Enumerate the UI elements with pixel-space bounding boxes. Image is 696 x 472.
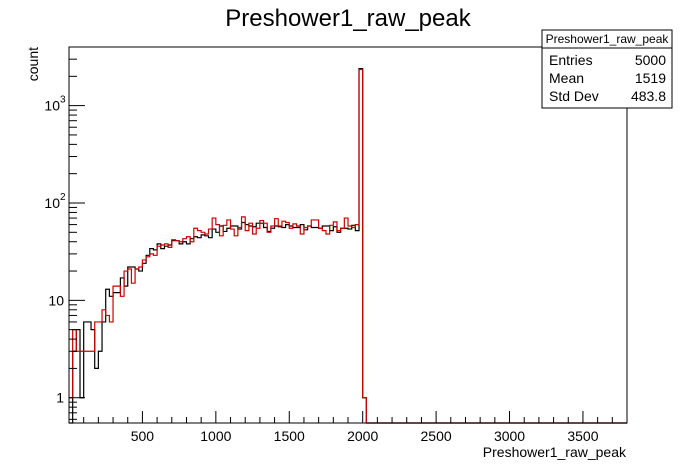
plot-area — [69, 68, 627, 424]
y-tick-label: 10 2 — [44, 192, 66, 211]
stats-box-title: Preshower1_raw_peak — [546, 32, 670, 46]
stats-mean-value: 1519 — [635, 70, 666, 86]
stats-stddev-value: 483.8 — [631, 88, 666, 104]
stats-entries-value: 5000 — [635, 52, 666, 68]
histogram-series-2 — [69, 68, 627, 424]
x-tick-label: 3500 — [567, 428, 598, 444]
y-tick-label-exponent: 3 — [60, 95, 66, 106]
y-axis-label: count — [25, 47, 41, 81]
x-tick-label: 2500 — [421, 428, 452, 444]
stats-box: Preshower1_raw_peak Entries 5000 Mean 15… — [541, 29, 673, 109]
y-tick-label-text: 10 — [48, 292, 64, 308]
y-tick-label: 10 3 — [44, 95, 66, 114]
x-tick-label: 1500 — [274, 428, 305, 444]
y-tick-label: 10 — [48, 292, 64, 308]
stats-mean-label: Mean — [549, 70, 584, 86]
x-tick-label: 2000 — [347, 428, 378, 444]
x-tick-label: 1000 — [200, 428, 231, 444]
x-tick-label: 500 — [131, 428, 155, 444]
y-tick-label-text: 1 — [56, 390, 64, 406]
y-tick-label: 1 — [56, 390, 64, 406]
stats-entries-label: Entries — [549, 52, 593, 68]
y-tick-label-exponent: 2 — [60, 192, 66, 203]
x-tick-label: 3000 — [494, 428, 525, 444]
y-tick-label-base: 10 — [44, 98, 60, 114]
chart-title: Preshower1_raw_peak — [225, 5, 471, 32]
y-tick-label-base: 10 — [44, 195, 60, 211]
stats-stddev-label: Std Dev — [549, 88, 599, 104]
histogram-series-1 — [69, 68, 627, 424]
x-axis-label: Preshower1_raw_peak — [483, 444, 627, 460]
